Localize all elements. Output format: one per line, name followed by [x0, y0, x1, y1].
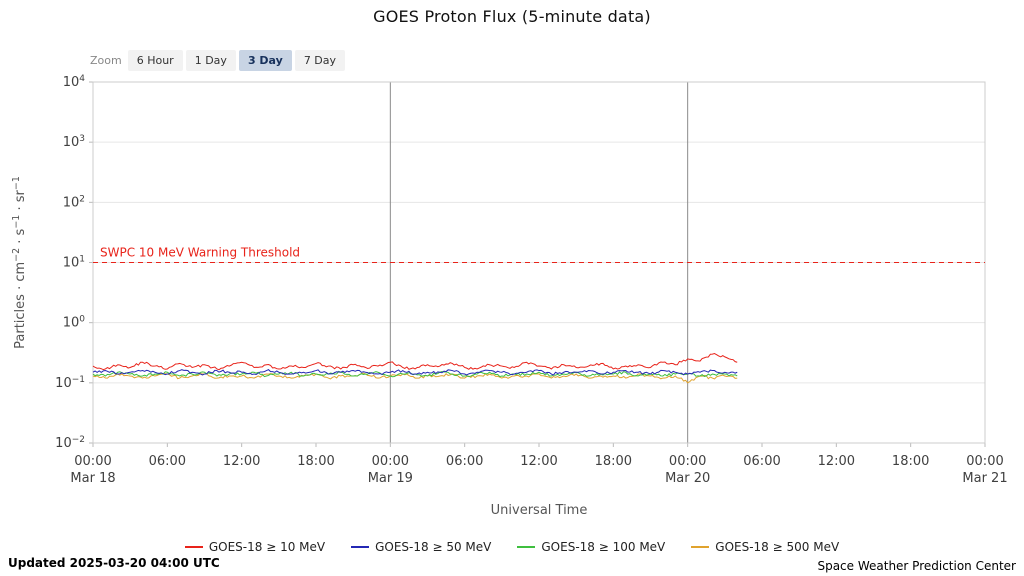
zoom-label: Zoom	[90, 54, 122, 67]
legend-label: GOES-18 ≥ 500 MeV	[715, 540, 840, 554]
y-tick-label: 104	[63, 74, 86, 90]
x-tick-label: 00:00	[372, 454, 409, 469]
y-tick-label: 103	[63, 134, 85, 150]
x-date-label: Mar 21	[962, 471, 1007, 486]
series-line-goes-18-10-mev	[92, 352, 738, 371]
x-tick-label: 18:00	[892, 454, 929, 469]
y-tick-label: 101	[63, 255, 85, 271]
y-tick-label: 10−1	[55, 375, 85, 391]
x-tick-label: 12:00	[223, 454, 260, 469]
series-line-goes-18-50-mev	[92, 369, 738, 376]
updated-text: Updated 2025-03-20 04:00 UTC	[8, 556, 220, 570]
legend: GOES-18 ≥ 10 MeV GOES-18 ≥ 50 MeV GOES-18 …	[0, 540, 1024, 554]
legend-label: GOES-18 ≥ 10 MeV	[208, 540, 326, 554]
x-tick-label: 00:00	[966, 454, 1003, 469]
legend-swatch	[351, 546, 370, 548]
legend-swatch	[517, 546, 536, 548]
x-tick-label: 06:00	[149, 454, 186, 469]
zoom-button-3-day[interactable]: 3 Day	[238, 50, 292, 71]
x-tick-label: 00:00	[74, 454, 111, 469]
x-tick-label: 18:00	[595, 454, 632, 469]
y-tick-label: 102	[63, 194, 85, 210]
x-tick-label: 06:00	[446, 454, 483, 469]
x-tick-label: 18:00	[297, 454, 334, 469]
page-title: GOES Proton Flux (5-minute data)	[373, 7, 651, 26]
legend-label: GOES-18 ≥ 50 MeV	[375, 540, 492, 554]
legend-label: GOES-18 ≥ 100 MeV	[541, 540, 666, 554]
zoom-button-6-hour[interactable]: 6 Hour	[127, 50, 183, 71]
zoom-controls: Zoom 6 Hour 1 Day 3 Day 7 Day	[90, 50, 346, 71]
x-tick-label: 12:00	[520, 454, 557, 469]
legend-swatch	[691, 546, 710, 548]
legend-item-goes-18-500-mev: GOES-18 ≥ 500 MeV	[691, 540, 839, 554]
legend-item-goes-18-50-mev: GOES-18 ≥ 50 MeV	[351, 540, 491, 554]
legend-item-goes-18-10-mev: GOES-18 ≥ 10 MeV	[184, 540, 326, 554]
credit-text: Space Weather Prediction Center	[817, 559, 1016, 573]
x-date-label: Mar 20	[665, 471, 710, 486]
x-axis-title: Universal Time	[490, 503, 588, 518]
y-tick-label: 10−2	[55, 435, 85, 451]
zoom-button-1-day[interactable]: 1 Day	[185, 50, 236, 71]
threshold-label: SWPC 10 MeV Warning Threshold	[100, 246, 300, 260]
x-tick-label: 12:00	[818, 454, 855, 469]
y-axis-title: Particles · cm−2 · s−1 · sr−1	[11, 176, 28, 349]
zoom-button-7-day[interactable]: 7 Day	[294, 50, 346, 71]
x-tick-label: 06:00	[743, 454, 780, 469]
legend-swatch	[184, 546, 203, 548]
x-tick-label: 00:00	[669, 454, 706, 469]
x-date-label: Mar 18	[70, 471, 115, 486]
x-date-label: Mar 19	[368, 471, 413, 486]
zoom-button-group: 6 Hour 1 Day 3 Day 7 Day	[127, 50, 346, 71]
y-tick-label: 100	[63, 315, 86, 331]
legend-item-goes-18-100-mev: GOES-18 ≥ 100 MeV	[517, 540, 665, 554]
